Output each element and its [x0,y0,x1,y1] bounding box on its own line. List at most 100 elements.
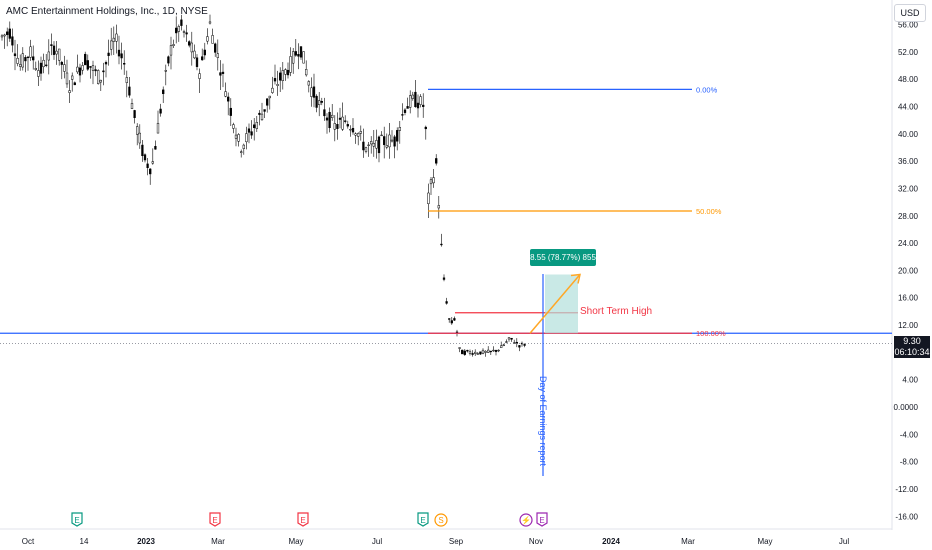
candle-body [169,45,173,56]
candle-body [328,111,331,129]
candle-body [247,128,251,133]
currency-button[interactable]: USD [894,4,926,22]
projection-arrow [529,274,581,334]
short-term-high-label: Short Term High [580,306,653,317]
candle-body [84,53,87,66]
x-tick-label: 2023 [137,537,155,546]
event-marker-letter: E [420,516,425,525]
event-marker-badge [536,512,548,527]
candle-body [255,121,258,129]
candle-body [263,109,266,112]
candle-body [487,349,490,353]
candle-body [190,42,193,53]
x-tick-label: May [757,537,772,546]
candle-body [180,19,183,26]
candle-body [206,36,209,42]
candle-body [208,21,212,24]
candle-body [198,73,201,79]
candle-body [429,179,433,185]
candle-body [21,53,24,68]
candle-body [71,75,74,80]
candle-body [279,72,282,81]
candle-body [125,77,128,83]
candle-body [45,64,48,66]
candle-body [307,81,310,86]
candle-body [185,32,188,35]
y-tick-label: -16.00 [895,512,918,521]
candle-body [224,91,227,97]
candle-body [396,130,399,142]
candle-body [297,54,300,57]
candle-body [97,70,100,84]
candle-body [489,350,492,353]
candle-body [442,277,446,280]
event-marker[interactable]: E [417,512,429,527]
candle-body [320,101,323,103]
candle-body [416,102,420,109]
candle-body [47,51,50,61]
candle-body [427,192,430,204]
candle-body [55,50,58,55]
candle-body [89,66,92,68]
candle-body [136,126,139,135]
event-marker[interactable]: ⚡ [519,513,533,527]
candle-body [357,133,360,137]
y-tick-label: 44.00 [898,102,919,111]
candle-body [0,35,4,38]
candle-body [453,318,456,321]
candle-body [336,124,339,129]
event-marker-badge [209,512,221,527]
candle-body [99,79,102,83]
event-marker[interactable]: S [434,513,448,527]
candle-body [102,70,105,73]
event-marker-badge [417,512,429,527]
y-tick-label: 20.00 [898,266,919,275]
candle-body [211,35,214,44]
candle-body [375,140,378,149]
candle-body [445,301,448,304]
candle-body [143,154,147,161]
y-tick-label: 24.00 [898,239,919,248]
event-marker[interactable]: E [536,512,548,527]
candle-body [440,243,443,246]
candle-body [448,318,451,320]
candle-body [151,161,154,164]
candle-body [318,100,321,106]
y-tick-label: -12.00 [895,485,918,494]
event-marker[interactable]: E [297,512,309,527]
candle-body [388,134,391,148]
x-axis-ticks: Oct 14 2023 Mar May Jul Sep Nov 2024 Mar May Jul [22,537,850,546]
event-marker-circle [434,513,448,527]
drawing-overlays: 0.00% 50.00% 100.00% [0,85,892,476]
candle-body [500,345,503,348]
candle-body [414,91,417,108]
candle-body [76,66,79,73]
candle-body [182,31,186,33]
candle-body [34,68,37,70]
fib-level-label: 50.00% [696,207,722,216]
y-tick-label: 40.00 [898,130,919,139]
candle-body [359,131,362,134]
event-marker-letter: E [74,516,79,525]
candle-body [390,139,394,142]
candle-body [133,110,136,118]
event-marker[interactable]: E [71,512,83,527]
event-marker-letter: ⚡ [521,515,531,525]
candle-body [234,134,238,139]
candle-body [310,87,313,97]
candle-body [195,57,199,67]
candle-body [380,134,383,137]
candle-body [65,72,69,85]
event-marker[interactable]: E [209,512,221,527]
candle-body [510,337,513,340]
x-tick-label: Mar [211,537,225,546]
candle-body [349,129,352,131]
candle-body [227,96,230,102]
candle-body [273,78,277,82]
candle-body [497,349,500,352]
candle-body [94,69,97,72]
x-tick-label: Nov [529,537,543,546]
candle-body [372,143,375,147]
candle-body [172,44,175,46]
